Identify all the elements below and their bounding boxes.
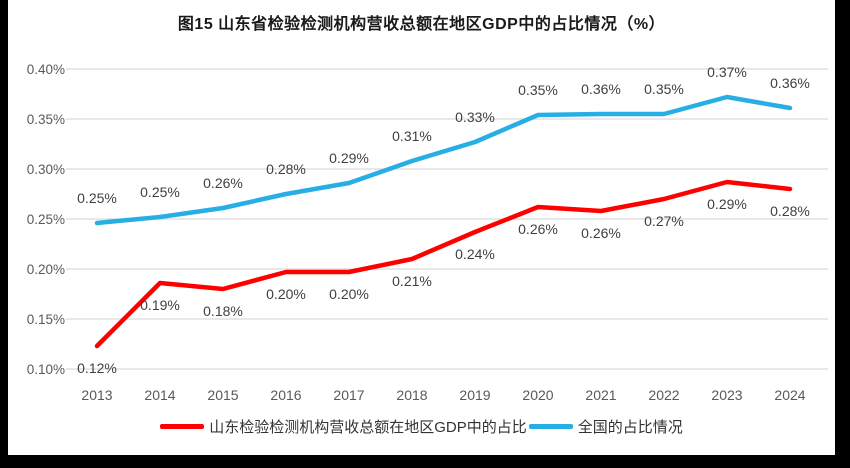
x-category-label: 2015 bbox=[207, 387, 238, 403]
data-label: 0.29% bbox=[329, 150, 369, 166]
data-label: 0.21% bbox=[392, 273, 432, 289]
red-line-swatch bbox=[160, 424, 205, 429]
y-tick-label: 0.20% bbox=[27, 262, 65, 277]
y-tick-label: 0.25% bbox=[27, 212, 65, 227]
x-category-label: 2017 bbox=[333, 387, 364, 403]
data-label: 0.28% bbox=[266, 161, 306, 177]
x-category-label: 2024 bbox=[774, 387, 805, 403]
data-label: 0.36% bbox=[581, 81, 621, 97]
data-label: 0.26% bbox=[203, 175, 243, 191]
legend-item-national: 全国的占比情况 bbox=[528, 416, 683, 437]
x-category-label: 2018 bbox=[396, 387, 427, 403]
data-label: 0.26% bbox=[581, 225, 621, 241]
x-category-label: 2021 bbox=[585, 387, 616, 403]
y-tick-label: 0.10% bbox=[27, 362, 65, 377]
x-category-label: 2022 bbox=[648, 387, 679, 403]
blue-line-swatch bbox=[528, 424, 573, 429]
legend-item-shandong: 山东检验检测机构营收总额在地区GDP中的占比 bbox=[160, 416, 527, 437]
data-label: 0.12% bbox=[77, 360, 117, 376]
x-category-label: 2019 bbox=[459, 387, 490, 403]
y-tick-label: 0.35% bbox=[27, 112, 65, 127]
x-category-label: 2014 bbox=[144, 387, 175, 403]
series-line bbox=[94, 94, 793, 226]
data-label: 0.18% bbox=[203, 303, 243, 319]
series-line bbox=[94, 179, 793, 349]
y-tick-label: 0.15% bbox=[27, 312, 65, 327]
chart-legend: 山东检验检测机构营收总额在地区GDP中的占比 全国的占比情况 bbox=[8, 416, 835, 437]
data-label: 0.28% bbox=[770, 203, 810, 219]
data-label: 0.26% bbox=[518, 221, 558, 237]
data-label: 0.36% bbox=[770, 75, 810, 91]
x-category-label: 2023 bbox=[711, 387, 742, 403]
data-label: 0.25% bbox=[77, 190, 117, 206]
data-label: 0.31% bbox=[392, 128, 432, 144]
data-label: 0.29% bbox=[707, 196, 747, 212]
chart-canvas: 图15 山东省检验检测机构营收总额在地区GDP中的占比情况（%） 0.40% 0.… bbox=[8, 0, 835, 455]
x-category-label: 2013 bbox=[81, 387, 112, 403]
chart-title: 图15 山东省检验检测机构营收总额在地区GDP中的占比情况（%） bbox=[177, 16, 666, 33]
y-tick-label: 0.30% bbox=[27, 162, 65, 177]
data-label: 0.25% bbox=[140, 184, 180, 200]
data-label: 0.37% bbox=[707, 64, 747, 80]
data-label: 0.19% bbox=[140, 297, 180, 313]
data-label: 0.24% bbox=[455, 246, 495, 262]
legend-label-national: 全国的占比情况 bbox=[577, 419, 683, 436]
data-label: 0.35% bbox=[644, 81, 684, 97]
data-label: 0.33% bbox=[455, 109, 495, 125]
line-chart-plot: 0.40% 0.35% 0.30% 0.25% 0.20% 0.15% 0.10% 2013 2… bbox=[27, 62, 828, 403]
data-label: 0.20% bbox=[266, 286, 306, 302]
x-category-label: 2020 bbox=[522, 387, 553, 403]
legend-label-shandong: 山东检验检测机构营收总额在地区GDP中的占比 bbox=[209, 419, 527, 436]
x-category-label: 2016 bbox=[270, 387, 301, 403]
data-label: 0.27% bbox=[644, 213, 684, 229]
data-label: 0.35% bbox=[518, 82, 558, 98]
data-label: 0.20% bbox=[329, 286, 369, 302]
y-tick-label: 0.40% bbox=[27, 62, 65, 77]
